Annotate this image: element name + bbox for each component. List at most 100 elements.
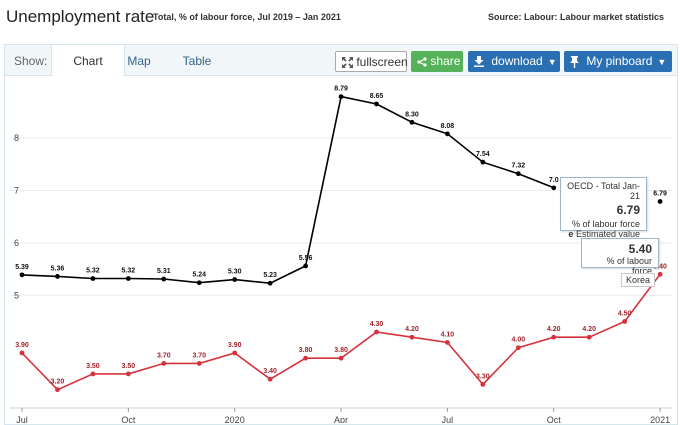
data-point-korea <box>19 350 25 356</box>
chevron-down-icon: ▼ <box>547 57 557 67</box>
data-point-korea <box>196 361 202 366</box>
data-point-oecd <box>161 276 167 282</box>
data-label-oecd: 5.23 <box>263 272 277 279</box>
data-label-oecd: 8.30 <box>405 111 419 118</box>
data-point-oecd <box>480 159 486 165</box>
data-point-oecd <box>409 119 415 125</box>
data-point-oecd <box>267 280 273 286</box>
tooltip-korea: 5.40 % of labour force <box>581 238 659 276</box>
tab-table[interactable]: Table <box>182 54 212 68</box>
data-label-oecd: 5.32 <box>86 268 100 275</box>
data-point-oecd <box>196 280 202 286</box>
data-point-korea <box>586 334 592 340</box>
data-label-korea: 4.50 <box>618 311 632 318</box>
data-point-oecd <box>55 274 60 279</box>
data-point-korea <box>374 329 379 335</box>
fullscreen-label: fullscreen <box>356 55 408 69</box>
x-tick-label: 2021 <box>650 415 670 423</box>
data-label-korea: 3.50 <box>86 363 100 370</box>
data-point-korea <box>125 371 131 377</box>
page-subtitle: Total, % of labour force, Jul 2019 – Jan… <box>153 12 341 22</box>
tooltip-oecd: OECD - Total Jan-21 6.79 % of labour for… <box>560 177 647 239</box>
data-point-oecd <box>19 272 25 278</box>
x-tick-label: Jul <box>16 415 28 423</box>
data-label-korea: 3.70 <box>192 352 206 359</box>
page-title: Unemployment rate <box>6 7 155 26</box>
tooltip-oecd-title: OECD - Total Jan-21 <box>567 181 640 201</box>
data-point-oecd <box>125 276 131 281</box>
x-tick-label: Jul <box>442 415 454 423</box>
data-point-oecd <box>338 94 344 100</box>
data-point-korea <box>409 334 415 340</box>
tooltip-oecd-note: Estimated value <box>575 229 640 239</box>
series-line-korea <box>21 273 661 391</box>
download-button[interactable]: download ▼ <box>468 51 560 72</box>
data-point-korea <box>338 355 344 361</box>
data-point-oecd <box>232 277 238 282</box>
data-label-korea: 3.90 <box>15 342 29 349</box>
data-label-korea: 3.80 <box>299 347 313 354</box>
data-point-korea <box>90 371 96 377</box>
data-label-oecd: 5.30 <box>228 269 242 276</box>
share-icon <box>417 57 427 67</box>
share-button[interactable]: share <box>411 51 463 72</box>
data-label-korea: 3.90 <box>228 342 242 349</box>
data-label-oecd: 6.79 <box>653 190 667 197</box>
tab-bar: Show: Chart Map Table fullscreen share d… <box>5 45 677 76</box>
data-point-korea <box>267 376 273 382</box>
y-tick-label: 8 <box>14 133 19 143</box>
x-tick-label: 2020 <box>225 415 245 423</box>
data-label-oecd: 8.65 <box>370 93 384 100</box>
series-label-korea: Korea <box>621 273 656 287</box>
tooltip-korea-value: 5.40 <box>628 242 652 256</box>
data-point-oecd <box>657 199 663 204</box>
chart-header: Unemployment rate Total, % of labour for… <box>0 0 680 34</box>
fullscreen-icon <box>342 57 353 69</box>
tab-chart[interactable]: Chart <box>51 45 125 76</box>
data-point-korea <box>657 271 663 277</box>
pinboard-label: My pinboard <box>586 54 653 68</box>
data-point-korea <box>551 334 557 340</box>
source-note: Source: Labour: Labour market statistics <box>487 12 664 22</box>
data-label-oecd: 5.32 <box>122 268 136 275</box>
data-label-oecd: 5.31 <box>157 268 171 275</box>
data-label-oecd: 5.24 <box>192 272 206 279</box>
data-point-korea <box>232 350 238 356</box>
x-tick-label: Oct <box>121 415 136 423</box>
chart-panel: Show: Chart Map Table fullscreen share d… <box>4 44 678 425</box>
y-tick-label: 6 <box>14 238 19 248</box>
data-point-oecd <box>515 171 521 177</box>
x-tick-label: Apr <box>334 415 348 423</box>
data-label-korea: 3.40 <box>263 368 277 375</box>
data-point-oecd <box>90 276 96 281</box>
data-label-oecd: 5.39 <box>15 264 29 271</box>
data-label-korea: 4.30 <box>370 321 384 328</box>
data-label-korea: 4.20 <box>405 326 419 333</box>
data-label-korea: 4.20 <box>547 326 561 333</box>
show-label: Show: <box>14 54 48 68</box>
data-point-oecd <box>374 101 379 107</box>
y-tick-label: 5 <box>14 290 19 300</box>
data-label-korea: 3.50 <box>122 363 136 370</box>
data-label-korea: 5.40 <box>653 263 667 270</box>
tooltip-oecd-value: 6.79 <box>616 203 640 217</box>
tooltip-oecd-unit: % of labour force <box>571 219 640 229</box>
data-point-oecd <box>551 185 557 191</box>
data-label-oecd: 7.0 <box>549 177 559 184</box>
data-label-korea: 4.20 <box>582 326 596 333</box>
chevron-down-icon: ▼ <box>657 57 667 67</box>
data-label-oecd: 7.54 <box>476 151 490 158</box>
fullscreen-button[interactable]: fullscreen <box>335 51 408 72</box>
data-point-korea <box>480 382 486 387</box>
pinboard-button[interactable]: My pinboard ▼ <box>564 51 672 72</box>
data-point-oecd <box>303 263 308 269</box>
data-label-oecd: 8.79 <box>334 86 348 93</box>
data-point-korea <box>161 361 167 366</box>
data-label-oecd: 8.08 <box>441 123 455 130</box>
data-label-korea: 4.10 <box>441 331 455 338</box>
tab-map[interactable]: Map <box>127 54 151 68</box>
download-icon <box>474 56 484 68</box>
data-label-oecd: 5.36 <box>51 265 65 272</box>
data-point-oecd <box>445 131 450 137</box>
data-label-oecd: 7.32 <box>511 163 525 170</box>
